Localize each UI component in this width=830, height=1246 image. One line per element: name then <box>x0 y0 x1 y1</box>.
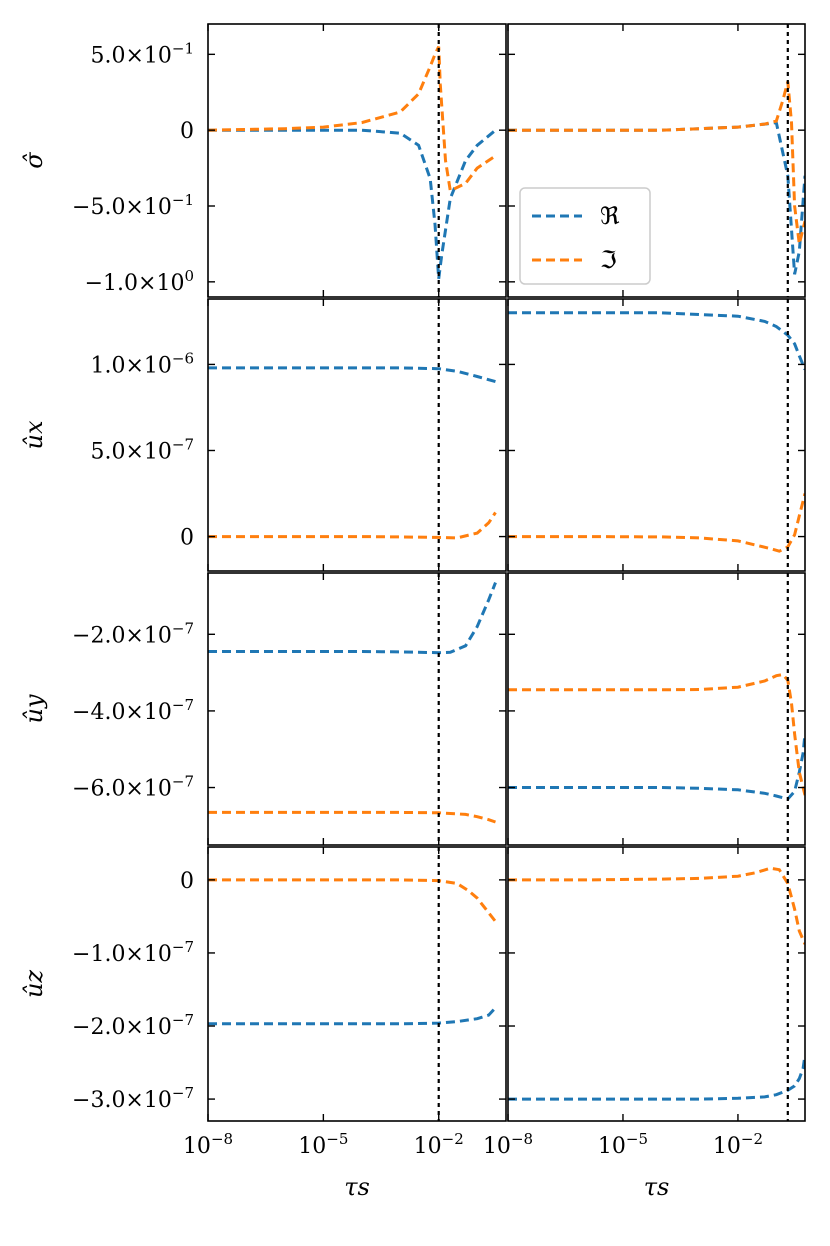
series-im-line <box>508 81 805 245</box>
panel-r1-c1 <box>507 298 806 572</box>
series-re-line <box>508 733 805 801</box>
x-axis-label: τs <box>644 1173 670 1201</box>
x-tick-label: 10−8 <box>183 1130 233 1159</box>
panel-frame <box>507 572 806 846</box>
y-tick-label: −2.0×10−7 <box>72 1011 194 1040</box>
panel-r2-c1 <box>507 572 806 846</box>
y-axis-label: ûz <box>20 970 48 998</box>
y-tick-label: −4.0×10−7 <box>72 696 194 725</box>
panel-frame <box>207 23 507 298</box>
y-tick-label: 0 <box>180 869 194 894</box>
panel-frame <box>207 572 507 846</box>
y-tick-label: −1.0×100 <box>85 267 194 296</box>
panel-r0-c1 <box>507 23 806 298</box>
panel-frame <box>507 298 806 572</box>
x-tick-label: 10−5 <box>298 1130 348 1159</box>
panel-r1-c0 <box>207 298 507 572</box>
y-tick-label: −2.0×10−7 <box>72 619 194 648</box>
series-re-line <box>208 582 497 655</box>
panel-frame <box>507 23 806 298</box>
y-tick-label: −6.0×10−7 <box>72 773 194 802</box>
y-tick-label: 5.0×10−7 <box>90 435 194 464</box>
legend-label: ℑ <box>600 246 617 274</box>
legend-label: ℜ <box>600 202 620 230</box>
panels-layer: 5.0×10−1 0 −5.0×10−1 −1.0×100 σ̂ 1.0×10−6 5.0×… <box>20 23 806 1201</box>
x-tick-label: 10−2 <box>414 1130 464 1159</box>
y-tick-label: 1.0×10−6 <box>90 349 194 378</box>
panel-frame <box>207 846 507 1122</box>
series-im-line <box>208 46 497 194</box>
series-im-line <box>508 672 805 796</box>
x-tick-label: 10−2 <box>713 1130 763 1159</box>
y-tick-label: −1.0×10−7 <box>72 938 194 967</box>
series-re-line <box>208 1006 497 1026</box>
y-axis-label: σ̂ <box>20 152 48 169</box>
panel-r2-c0 <box>207 572 507 846</box>
y-tick-label: 0 <box>180 526 194 551</box>
y-tick-label: 0 <box>180 119 194 144</box>
series-im-line <box>508 493 805 553</box>
x-axis-label: τs <box>344 1173 370 1201</box>
x-tick-label: 10−5 <box>598 1130 648 1159</box>
series-im-line <box>208 810 496 824</box>
panel-r3-c0 <box>207 846 507 1122</box>
y-axis-label: ûy <box>20 694 48 723</box>
series-re-line <box>208 128 497 279</box>
panel-r0-c0 <box>207 23 507 298</box>
panel-r3-c1 <box>507 846 806 1122</box>
y-axis-label: ûx <box>20 420 48 449</box>
y-tick-label: −3.0×10−7 <box>72 1084 194 1113</box>
x-tick-label: 10−8 <box>483 1130 533 1159</box>
panel-frame <box>507 846 806 1122</box>
series-re-line <box>508 1054 805 1101</box>
panel-frame <box>207 298 507 572</box>
legend: ℜℑ <box>519 187 651 285</box>
series-im-line <box>208 878 497 923</box>
y-tick-label: 5.0×10−1 <box>90 39 194 68</box>
series-re-line <box>508 311 805 371</box>
series-im-line <box>508 866 805 945</box>
series-im-line <box>208 511 497 540</box>
series-re-line <box>208 366 496 384</box>
legend-box <box>519 187 651 285</box>
y-tick-label: −5.0×10−1 <box>72 191 194 220</box>
